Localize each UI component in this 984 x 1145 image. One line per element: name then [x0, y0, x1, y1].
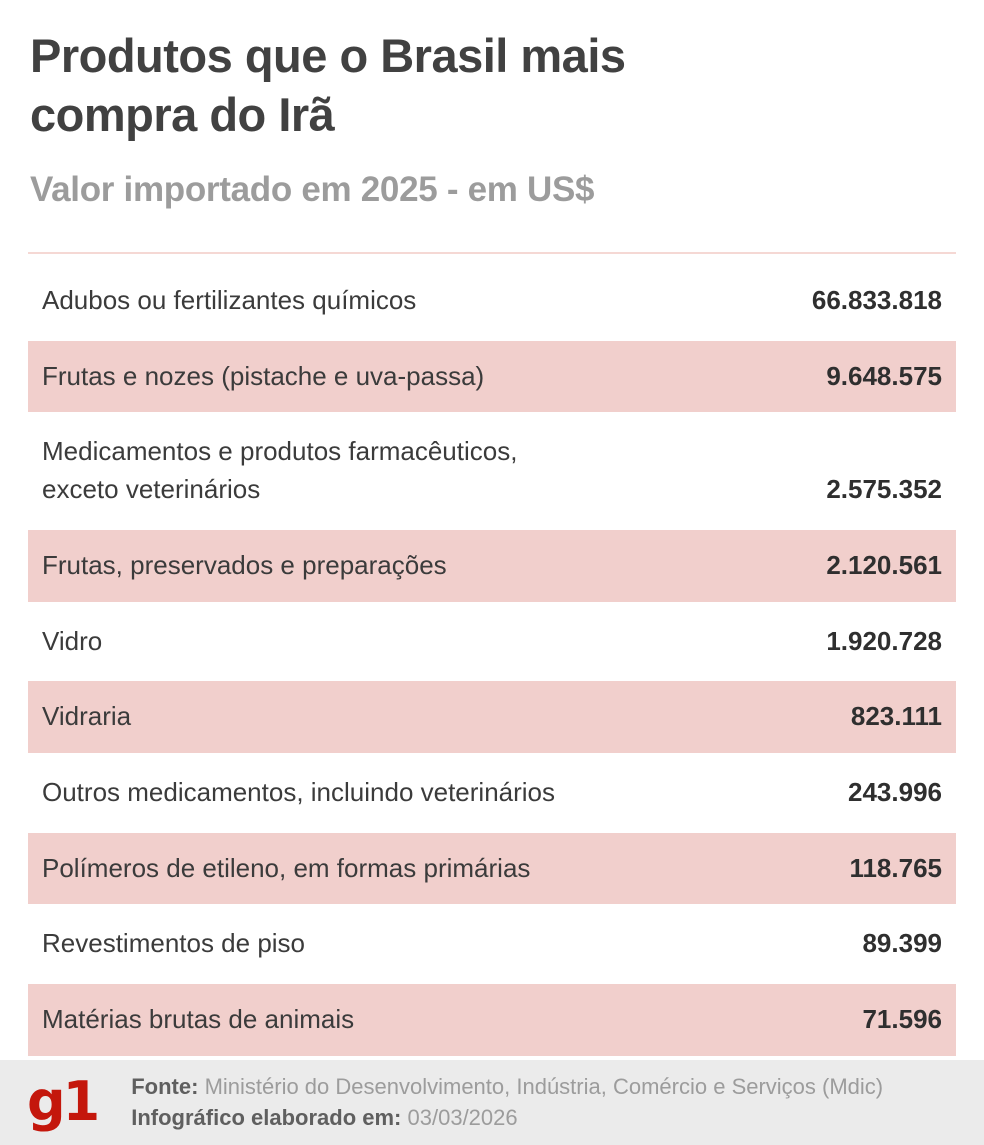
- products-table: Adubos ou fertilizantes químicos 66.833.…: [28, 261, 956, 1060]
- table-row: Adubos ou fertilizantes químicos 66.833.…: [28, 265, 956, 337]
- source-value: Ministério do Desenvolvimento, Indústria…: [204, 1074, 884, 1100]
- date-value: 03/03/2026: [407, 1105, 518, 1131]
- footer: g1 Fonte: Ministério do Desenvolvimento,…: [0, 1059, 984, 1145]
- date-line: Infográfico elaborado em: 03/03/2026: [131, 1102, 883, 1133]
- product-label: Revestimentos de piso: [42, 928, 306, 959]
- divider-line: [28, 252, 956, 255]
- table-row: Revestimentos de piso 89.399: [28, 908, 956, 980]
- product-label: Adubos ou fertilizantes químicos: [42, 285, 417, 316]
- table-row: Polímeros de etileno, em formas primária…: [28, 832, 956, 905]
- product-value: 2.575.352: [826, 474, 942, 505]
- product-value: 71.596: [862, 1003, 942, 1034]
- product-label: Frutas, preservados e preparações: [42, 549, 447, 580]
- source-label: Fonte:: [131, 1074, 199, 1100]
- table-row: Frutas e nozes (pistache e uva-passa) 9.…: [28, 340, 956, 413]
- table-row: Frutas, preservados e preparações 2.120.…: [28, 529, 956, 602]
- product-value: 89.399: [862, 928, 942, 959]
- table-row: Medicamentos e produtos farmacêuticos, e…: [28, 416, 956, 525]
- table-row: Outros medicamentos, incluindo veterinár…: [28, 757, 956, 829]
- product-value: 823.111: [850, 701, 942, 732]
- product-label: Polímeros de etileno, em formas primária…: [42, 852, 531, 883]
- page-subtitle: Valor importado em 2025 - em US$: [30, 170, 595, 210]
- table-row: Vidro 1.920.728: [28, 606, 956, 678]
- product-label: Vidraria: [42, 701, 132, 732]
- product-label: Frutas e nozes (pistache e uva-passa): [42, 360, 485, 391]
- g1-logo: g1: [27, 1070, 100, 1134]
- footer-text: Fonte: Ministério do Desenvolvimento, In…: [131, 1071, 883, 1133]
- product-value: 66.833.818: [811, 285, 942, 316]
- date-label: Infográfico elaborado em:: [131, 1105, 402, 1131]
- source-line: Fonte: Ministério do Desenvolvimento, In…: [131, 1071, 883, 1102]
- product-value: 118.765: [849, 852, 942, 883]
- product-value: 1.920.728: [826, 625, 942, 656]
- product-value: 243.996: [848, 776, 942, 807]
- product-label: Matérias brutas de animais: [42, 1003, 355, 1034]
- product-value: 9.648.575: [826, 360, 942, 391]
- product-label: Medicamentos e produtos farmacêuticos, e…: [42, 436, 518, 505]
- product-value: 2.120.561: [826, 549, 942, 580]
- table-row: Matérias brutas de animais 71.596: [28, 983, 956, 1056]
- table-row: Vidraria 823.111: [28, 681, 956, 753]
- product-label: Outros medicamentos, incluindo veterinár…: [42, 776, 556, 807]
- page-title: Produtos que o Brasil mais compra do Irã: [30, 29, 626, 142]
- product-label: Vidro: [42, 625, 103, 656]
- header: Produtos que o Brasil mais compra do Irã…: [0, 0, 984, 252]
